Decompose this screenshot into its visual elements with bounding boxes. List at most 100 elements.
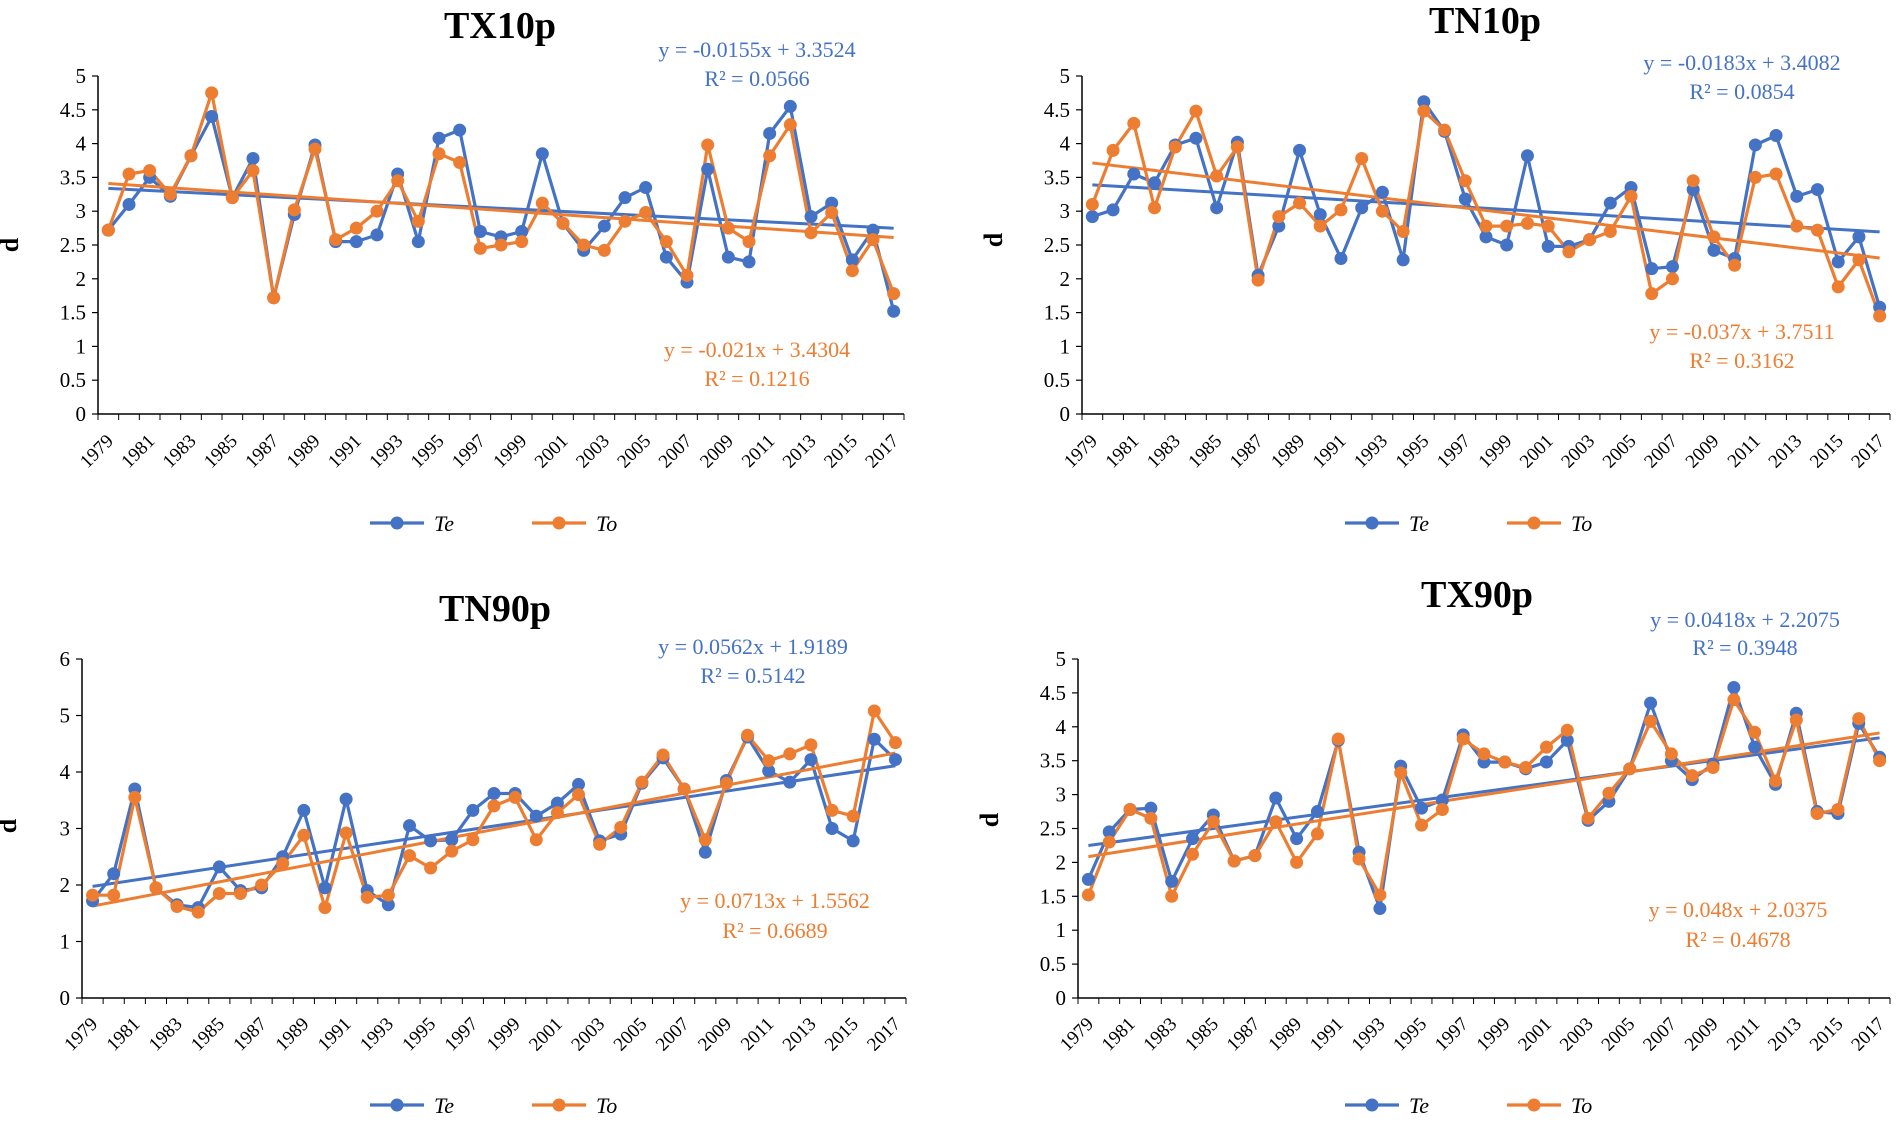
chart-title: TN90p (439, 588, 551, 630)
data-point-to (1085, 197, 1099, 211)
data-point-to (1248, 849, 1262, 863)
data-point-te (424, 834, 438, 848)
data-point-te (659, 250, 673, 264)
data-point-to (846, 809, 860, 823)
series-te (107, 104, 896, 312)
data-point-to (1355, 151, 1369, 165)
x-tick-label: 2007 (1639, 1014, 1681, 1056)
x-tick-label: 1993 (1348, 1014, 1390, 1056)
x-tick-label: 1987 (229, 1014, 271, 1056)
data-point-to (1519, 760, 1533, 774)
data-point-te (1727, 680, 1741, 694)
series-te (1086, 685, 1881, 911)
trend-equation-te: y = 0.0418x + 2.2075 (1650, 607, 1840, 632)
trend-line-to (1088, 731, 1880, 859)
data-point-te (1435, 793, 1449, 807)
data-point-to (424, 861, 438, 875)
y-tick-label: 1 (1056, 918, 1067, 942)
data-point-te (639, 181, 653, 195)
data-point-to (783, 118, 797, 132)
y-tick-label: 0.5 (1040, 952, 1066, 976)
data-point-to (1623, 762, 1637, 776)
data-point-to (866, 233, 880, 247)
data-point-te (783, 775, 797, 789)
x-tick-label: 2011 (1724, 431, 1765, 472)
data-point-te (1355, 201, 1369, 215)
trend-line-to (1092, 161, 1880, 260)
data-point-to (741, 728, 755, 742)
x-tick-label: 2009 (696, 431, 738, 473)
data-point-to (1272, 210, 1286, 224)
data-point-te (1269, 791, 1283, 805)
data-point-to (1852, 712, 1866, 726)
data-point-te (1186, 832, 1200, 846)
legend-label-te: Te (1409, 511, 1429, 536)
x-tick-label: 2001 (1516, 431, 1558, 473)
data-point-to (432, 147, 446, 161)
x-tick-label: 2007 (652, 1014, 694, 1056)
data-point-to (381, 888, 395, 902)
data-point-to (1810, 223, 1824, 237)
legend-marker-te (1365, 516, 1379, 530)
data-point-to (867, 704, 881, 718)
x-tick-label: 2017 (1847, 431, 1889, 473)
data-point-te (846, 834, 860, 848)
data-point-to (1081, 888, 1095, 902)
y-tick-label: 0.5 (1044, 368, 1070, 392)
legend-marker-to (552, 1098, 566, 1112)
data-point-to (370, 204, 384, 218)
y-tick-label: 2 (60, 873, 71, 897)
data-point-to (550, 806, 564, 820)
data-point-te (698, 845, 712, 859)
data-point-to (1375, 204, 1389, 218)
data-point-te (466, 803, 480, 817)
data-point-to (1664, 747, 1678, 761)
data-point-to (1520, 216, 1534, 230)
y-tick-label: 2 (1060, 267, 1071, 291)
data-point-to (1331, 732, 1345, 746)
r-squared-te: R² = 0.3948 (1692, 635, 1797, 660)
data-point-te (1603, 196, 1617, 210)
y-tick-label: 3 (1056, 783, 1067, 807)
x-tick-label: 2007 (655, 431, 697, 473)
x-tick-label: 2009 (1681, 1014, 1723, 1056)
data-point-te (411, 235, 425, 249)
data-point-to (1685, 769, 1699, 783)
x-tick-label: 1985 (187, 1014, 229, 1056)
trend-equation-to: y = 0.0713x + 1.5562 (680, 888, 870, 913)
x-tick-label: 2003 (1557, 431, 1599, 473)
legend-label-to: To (596, 511, 617, 536)
legend-label-to: To (1571, 511, 1592, 536)
data-point-to (308, 142, 322, 156)
data-point-to (529, 833, 543, 847)
data-point-to (1435, 803, 1449, 817)
data-point-to (763, 149, 777, 163)
y-tick-label: 4.5 (60, 98, 86, 122)
data-point-to (225, 191, 239, 205)
r-squared-to: R² = 0.1216 (704, 366, 809, 391)
x-tick-label: 1979 (1056, 1014, 1098, 1056)
x-tick-label: 1981 (103, 1014, 145, 1056)
legend-marker-te (390, 1098, 404, 1112)
data-point-te (1272, 219, 1286, 233)
data-point-to (1560, 723, 1574, 737)
x-tick-label: 2017 (863, 1014, 905, 1056)
data-point-te (701, 162, 715, 176)
y-tick-label: 0.5 (60, 368, 86, 392)
data-point-to (593, 837, 607, 851)
data-point-te (1707, 243, 1721, 257)
x-tick-label: 1981 (117, 431, 159, 473)
data-point-to (762, 754, 776, 768)
y-tick-label: 1.5 (1044, 301, 1070, 325)
data-point-to (360, 890, 374, 904)
data-point-te (1081, 872, 1095, 886)
data-point-to (698, 833, 712, 847)
x-tick-label: 1997 (441, 1014, 483, 1056)
r-squared-te: R² = 0.0566 (704, 66, 809, 91)
y-axis-label: d (979, 232, 1008, 247)
legend: Te To (1345, 511, 1592, 536)
data-point-to (276, 857, 290, 871)
data-point-to (339, 826, 353, 840)
x-tick-label: 2011 (1723, 1014, 1764, 1055)
